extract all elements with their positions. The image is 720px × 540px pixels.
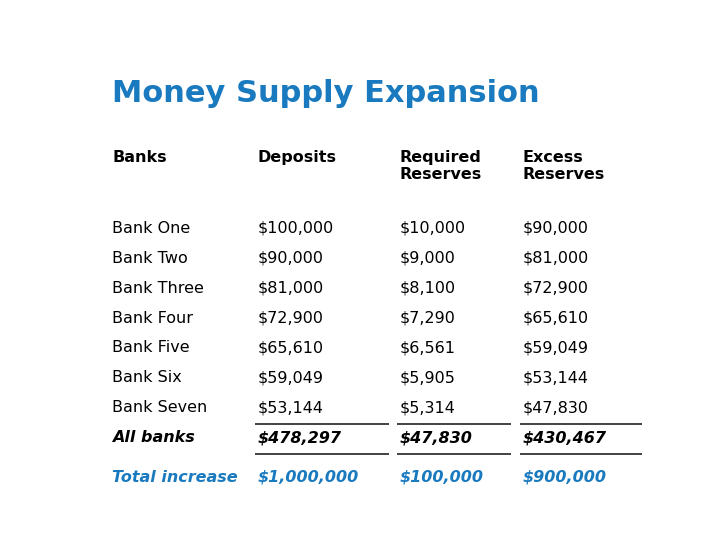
Text: All banks: All banks — [112, 430, 195, 445]
Text: Bank Four: Bank Four — [112, 310, 193, 326]
Text: Required
Reserves: Required Reserves — [400, 150, 482, 183]
Text: $59,049: $59,049 — [258, 370, 323, 386]
Text: $900,000: $900,000 — [523, 470, 606, 485]
Text: $53,144: $53,144 — [258, 400, 323, 415]
Text: $6,561: $6,561 — [400, 341, 456, 355]
Text: $59,049: $59,049 — [523, 341, 588, 355]
Text: Bank Seven: Bank Seven — [112, 400, 207, 415]
Text: $100,000: $100,000 — [400, 470, 484, 485]
Text: $10,000: $10,000 — [400, 221, 466, 236]
Text: $90,000: $90,000 — [258, 251, 323, 266]
Text: $72,900: $72,900 — [523, 281, 588, 295]
Text: Bank Five: Bank Five — [112, 341, 190, 355]
Text: Deposits: Deposits — [258, 150, 336, 165]
Text: Bank Three: Bank Three — [112, 281, 204, 295]
Text: $1,000,000: $1,000,000 — [258, 470, 359, 485]
Text: $72,900: $72,900 — [258, 310, 323, 326]
Text: $47,830: $47,830 — [523, 400, 588, 415]
Text: $53,144: $53,144 — [523, 370, 588, 386]
Text: $5,905: $5,905 — [400, 370, 456, 386]
Text: Bank Two: Bank Two — [112, 251, 188, 266]
Text: $65,610: $65,610 — [523, 310, 588, 326]
Text: Total increase: Total increase — [112, 470, 238, 485]
Text: Banks: Banks — [112, 150, 167, 165]
Text: $5,314: $5,314 — [400, 400, 456, 415]
Text: $100,000: $100,000 — [258, 221, 333, 236]
Text: Bank Six: Bank Six — [112, 370, 182, 386]
Text: $9,000: $9,000 — [400, 251, 456, 266]
Text: $65,610: $65,610 — [258, 341, 323, 355]
Text: $90,000: $90,000 — [523, 221, 588, 236]
Text: $478,297: $478,297 — [258, 430, 341, 445]
Text: $430,467: $430,467 — [523, 430, 606, 445]
Text: $81,000: $81,000 — [258, 281, 324, 295]
Text: Money Supply Expansion: Money Supply Expansion — [112, 79, 540, 109]
Text: Bank One: Bank One — [112, 221, 191, 236]
Text: $47,830: $47,830 — [400, 430, 472, 445]
Text: $8,100: $8,100 — [400, 281, 456, 295]
Text: $81,000: $81,000 — [523, 251, 589, 266]
Text: Excess
Reserves: Excess Reserves — [523, 150, 605, 183]
Text: $7,290: $7,290 — [400, 310, 456, 326]
